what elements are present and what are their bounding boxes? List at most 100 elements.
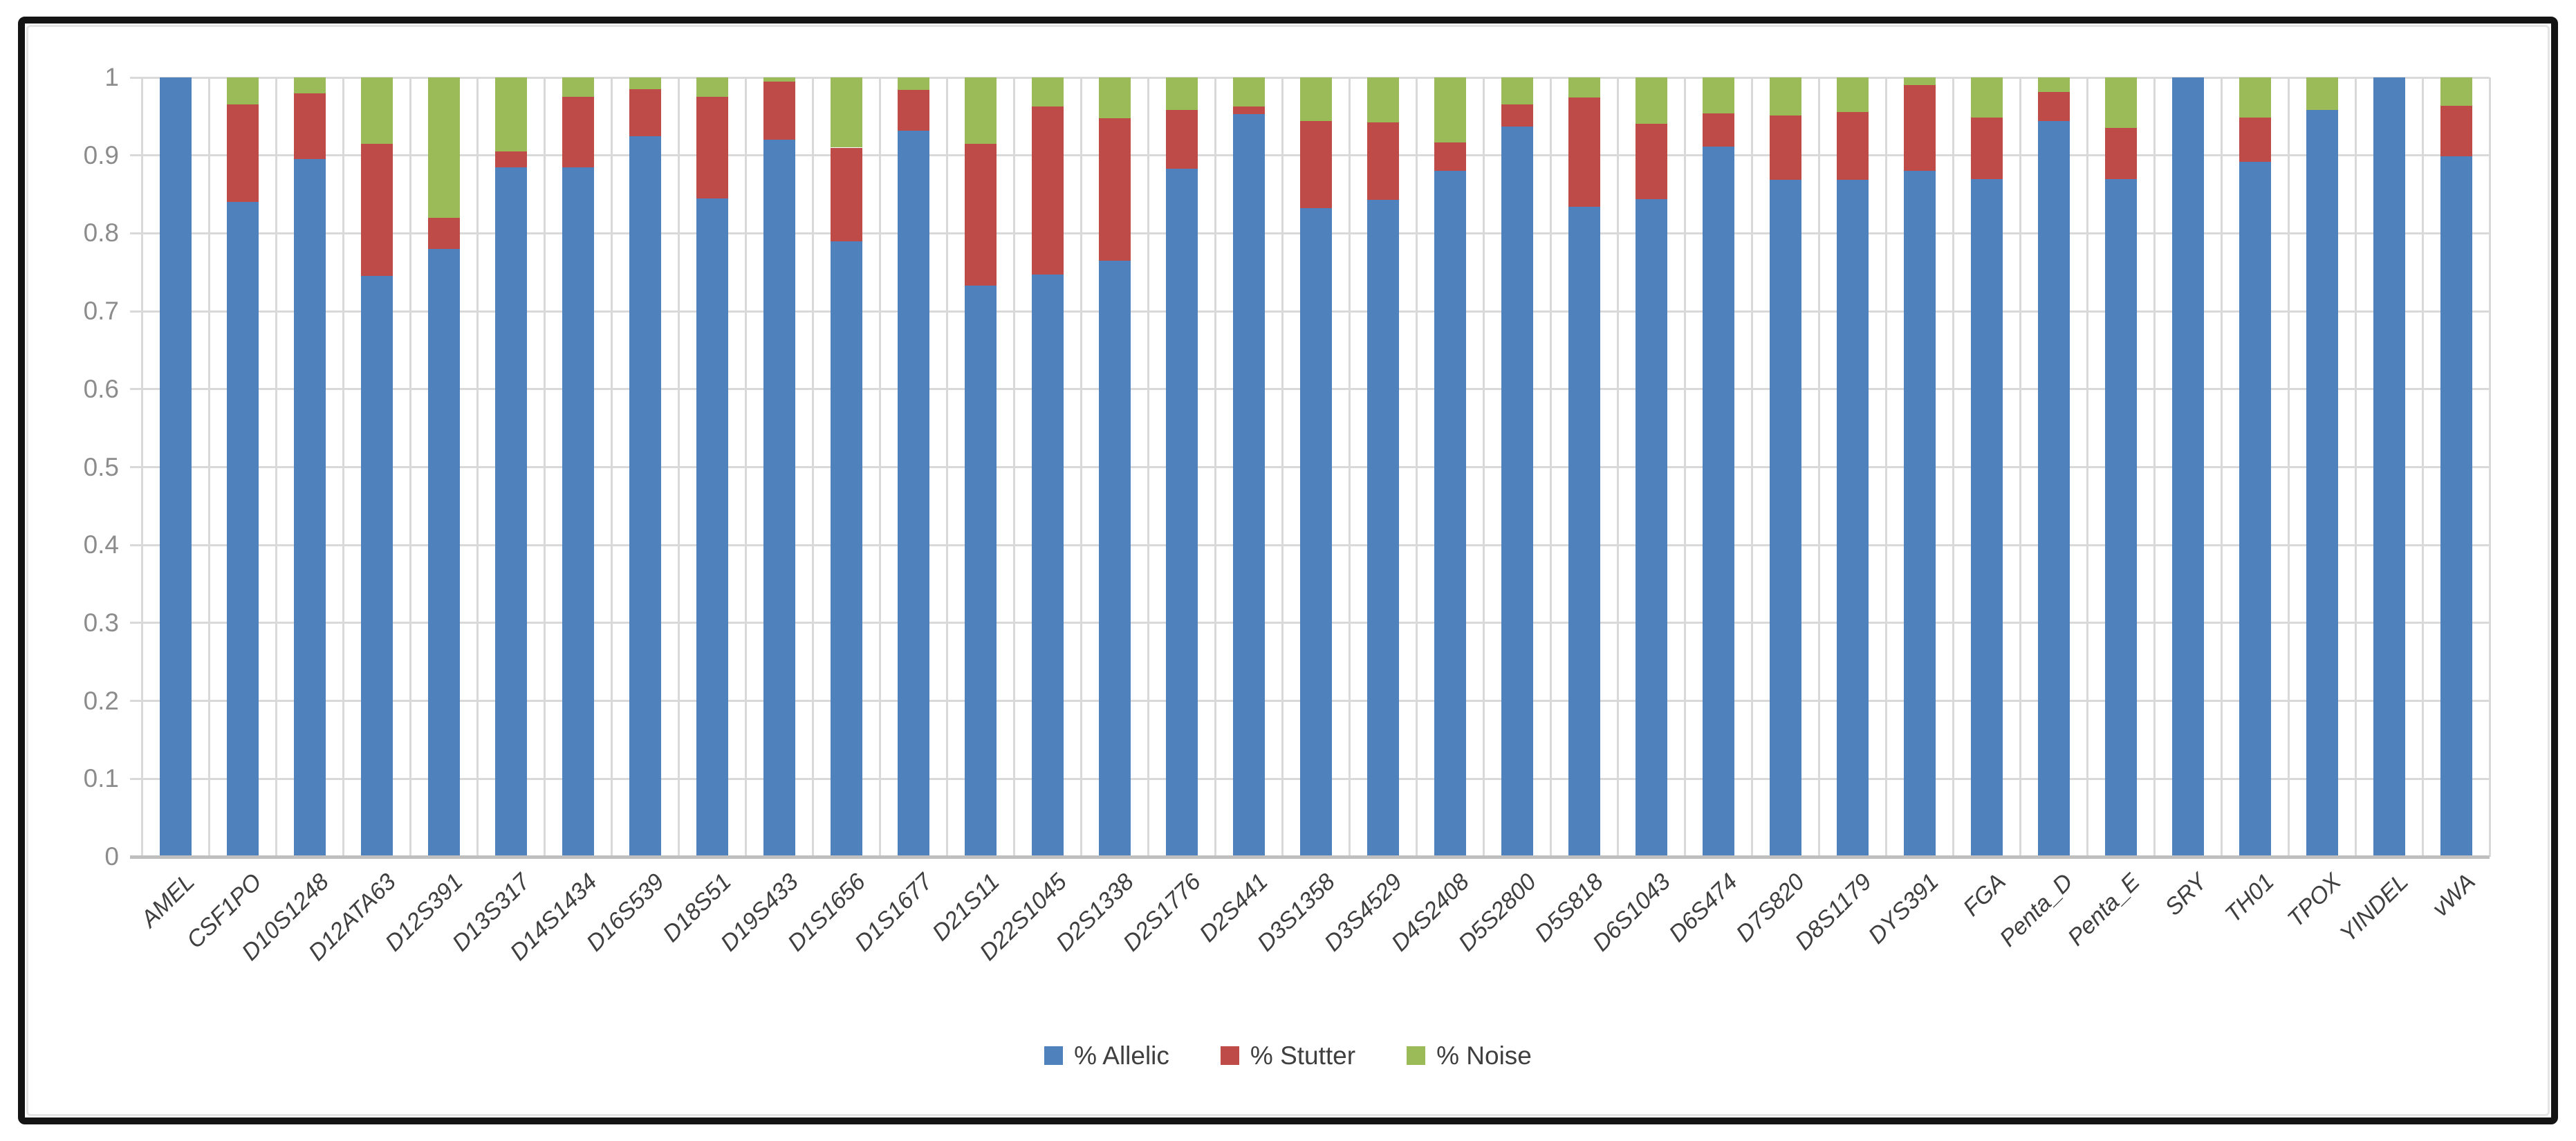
bar-segment-noise — [2037, 77, 2070, 93]
bar-segment-stutter — [1434, 142, 1466, 171]
legend-item-stutter: % Stutter — [1220, 1041, 1356, 1070]
bar-segment-allelic — [763, 140, 795, 857]
chart-legend: % Allelic % Stutter % Noise — [0, 1043, 2576, 1068]
bar-D10S1248 — [293, 77, 326, 857]
bar-segment-allelic — [494, 167, 527, 857]
bar-segment-allelic — [1434, 171, 1466, 857]
bar-segment-noise — [763, 77, 795, 82]
legend-label-allelic: % Allelic — [1074, 1041, 1169, 1070]
bar-segment-allelic — [1568, 207, 1600, 857]
y-tick-label: 1 — [104, 63, 119, 91]
bar-segment-allelic — [1903, 171, 1936, 857]
y-tick-label: 0.9 — [83, 140, 119, 169]
bar-D1S1656 — [830, 77, 862, 857]
bar-segment-allelic — [629, 136, 661, 857]
bar-D6S474 — [1702, 77, 1734, 857]
bar-segment-allelic — [360, 276, 393, 857]
y-tick-label: 0.4 — [83, 530, 119, 559]
bar-segment-noise — [427, 77, 460, 218]
bar-segment-allelic — [2037, 121, 2070, 857]
bar-segment-stutter — [1098, 118, 1131, 261]
bar-segment-stutter — [1568, 98, 1600, 207]
bar-D12S391 — [427, 77, 460, 857]
bar-segment-allelic — [696, 198, 728, 857]
bar-segment-stutter — [293, 93, 326, 160]
bar-segment-allelic — [1299, 208, 1332, 857]
bar-segment-allelic — [964, 285, 997, 857]
bar-D2S1776 — [1165, 77, 1198, 857]
bar-segment-stutter — [1635, 123, 1667, 199]
allelic-swatch-icon — [1044, 1046, 1064, 1065]
bar-segment-stutter — [1970, 117, 2003, 179]
bar-segment-allelic — [1366, 199, 1399, 857]
bar-segment-stutter — [696, 97, 728, 198]
y-tick-label: 0.5 — [83, 452, 119, 481]
bar-segment-allelic — [1836, 179, 1869, 857]
bar-segment-stutter — [964, 143, 997, 286]
bar-segment-allelic — [226, 202, 259, 857]
y-tick-label: 0.8 — [83, 219, 119, 248]
horizontal-gridline — [130, 76, 2490, 79]
bar-segment-noise — [2306, 77, 2338, 111]
bar-TPOX — [2306, 77, 2338, 857]
bar-segment-noise — [1232, 77, 1265, 106]
bar-segment-noise — [1031, 77, 1064, 106]
bar-segment-allelic — [897, 130, 929, 857]
y-tick-label: 0.6 — [83, 374, 119, 403]
bar-segment-noise — [293, 77, 326, 93]
bar-segment-allelic — [1501, 127, 1533, 857]
bar-segment-stutter — [1903, 85, 1936, 171]
bar-D2S441 — [1232, 77, 1265, 857]
bar-segment-stutter — [494, 151, 527, 167]
bar-segment-stutter — [897, 90, 929, 131]
bar-segment-allelic — [2373, 77, 2405, 857]
bar-Penta_E — [2104, 77, 2137, 857]
bar-segment-allelic — [427, 248, 460, 857]
bar-segment-allelic — [1702, 147, 1734, 857]
bar-segment-noise — [1903, 77, 1936, 86]
bar-segment-allelic — [293, 159, 326, 857]
bar-segment-noise — [1970, 77, 2003, 118]
bar-segment-stutter — [1769, 115, 1801, 180]
bar-D18S51 — [696, 77, 728, 857]
bar-segment-allelic — [1098, 260, 1131, 857]
bar-D4S2408 — [1434, 77, 1466, 857]
bar-D22S1045 — [1031, 77, 1064, 857]
legend-label-stutter: % Stutter — [1250, 1041, 1356, 1070]
bar-segment-stutter — [763, 81, 795, 140]
bar-segment-stutter — [360, 143, 393, 277]
bar-segment-stutter — [562, 97, 594, 167]
bar-segment-stutter — [427, 217, 460, 249]
bar-segment-noise — [562, 77, 594, 98]
bar-D21S11 — [964, 77, 997, 857]
bar-D5S818 — [1568, 77, 1600, 857]
bar-D14S1434 — [562, 77, 594, 857]
y-tick-label: 0.7 — [83, 297, 119, 326]
bar-segment-noise — [2440, 77, 2472, 106]
bar-TH01 — [2239, 77, 2271, 857]
bar-segment-allelic — [830, 241, 862, 857]
bar-segment-noise — [1769, 77, 1801, 116]
y-tick-label: 0.2 — [83, 686, 119, 715]
noise-swatch-icon — [1407, 1046, 1426, 1065]
bar-segment-allelic — [562, 167, 594, 857]
bar-segment-noise — [696, 77, 728, 98]
bar-segment-noise — [1434, 77, 1466, 142]
y-tick-label: 0.1 — [83, 764, 119, 793]
bar-segment-allelic — [2239, 161, 2271, 857]
bar-segment-noise — [2104, 77, 2137, 129]
legend-label-noise: % Noise — [1436, 1041, 1532, 1070]
bar-segment-allelic — [1769, 179, 1801, 857]
bar-DYS391 — [1903, 77, 1936, 857]
bar-segment-stutter — [1366, 122, 1399, 200]
vertical-gridline — [2488, 77, 2491, 857]
bar-Penta_D — [2037, 77, 2070, 857]
bar-segment-noise — [629, 77, 661, 89]
bar-segment-noise — [830, 77, 862, 148]
bar-AMEL — [159, 77, 192, 857]
bar-D12ATA63 — [360, 77, 393, 857]
bar-segment-noise — [360, 77, 393, 144]
bar-segment-noise — [897, 77, 929, 90]
bar-segment-stutter — [226, 104, 259, 203]
